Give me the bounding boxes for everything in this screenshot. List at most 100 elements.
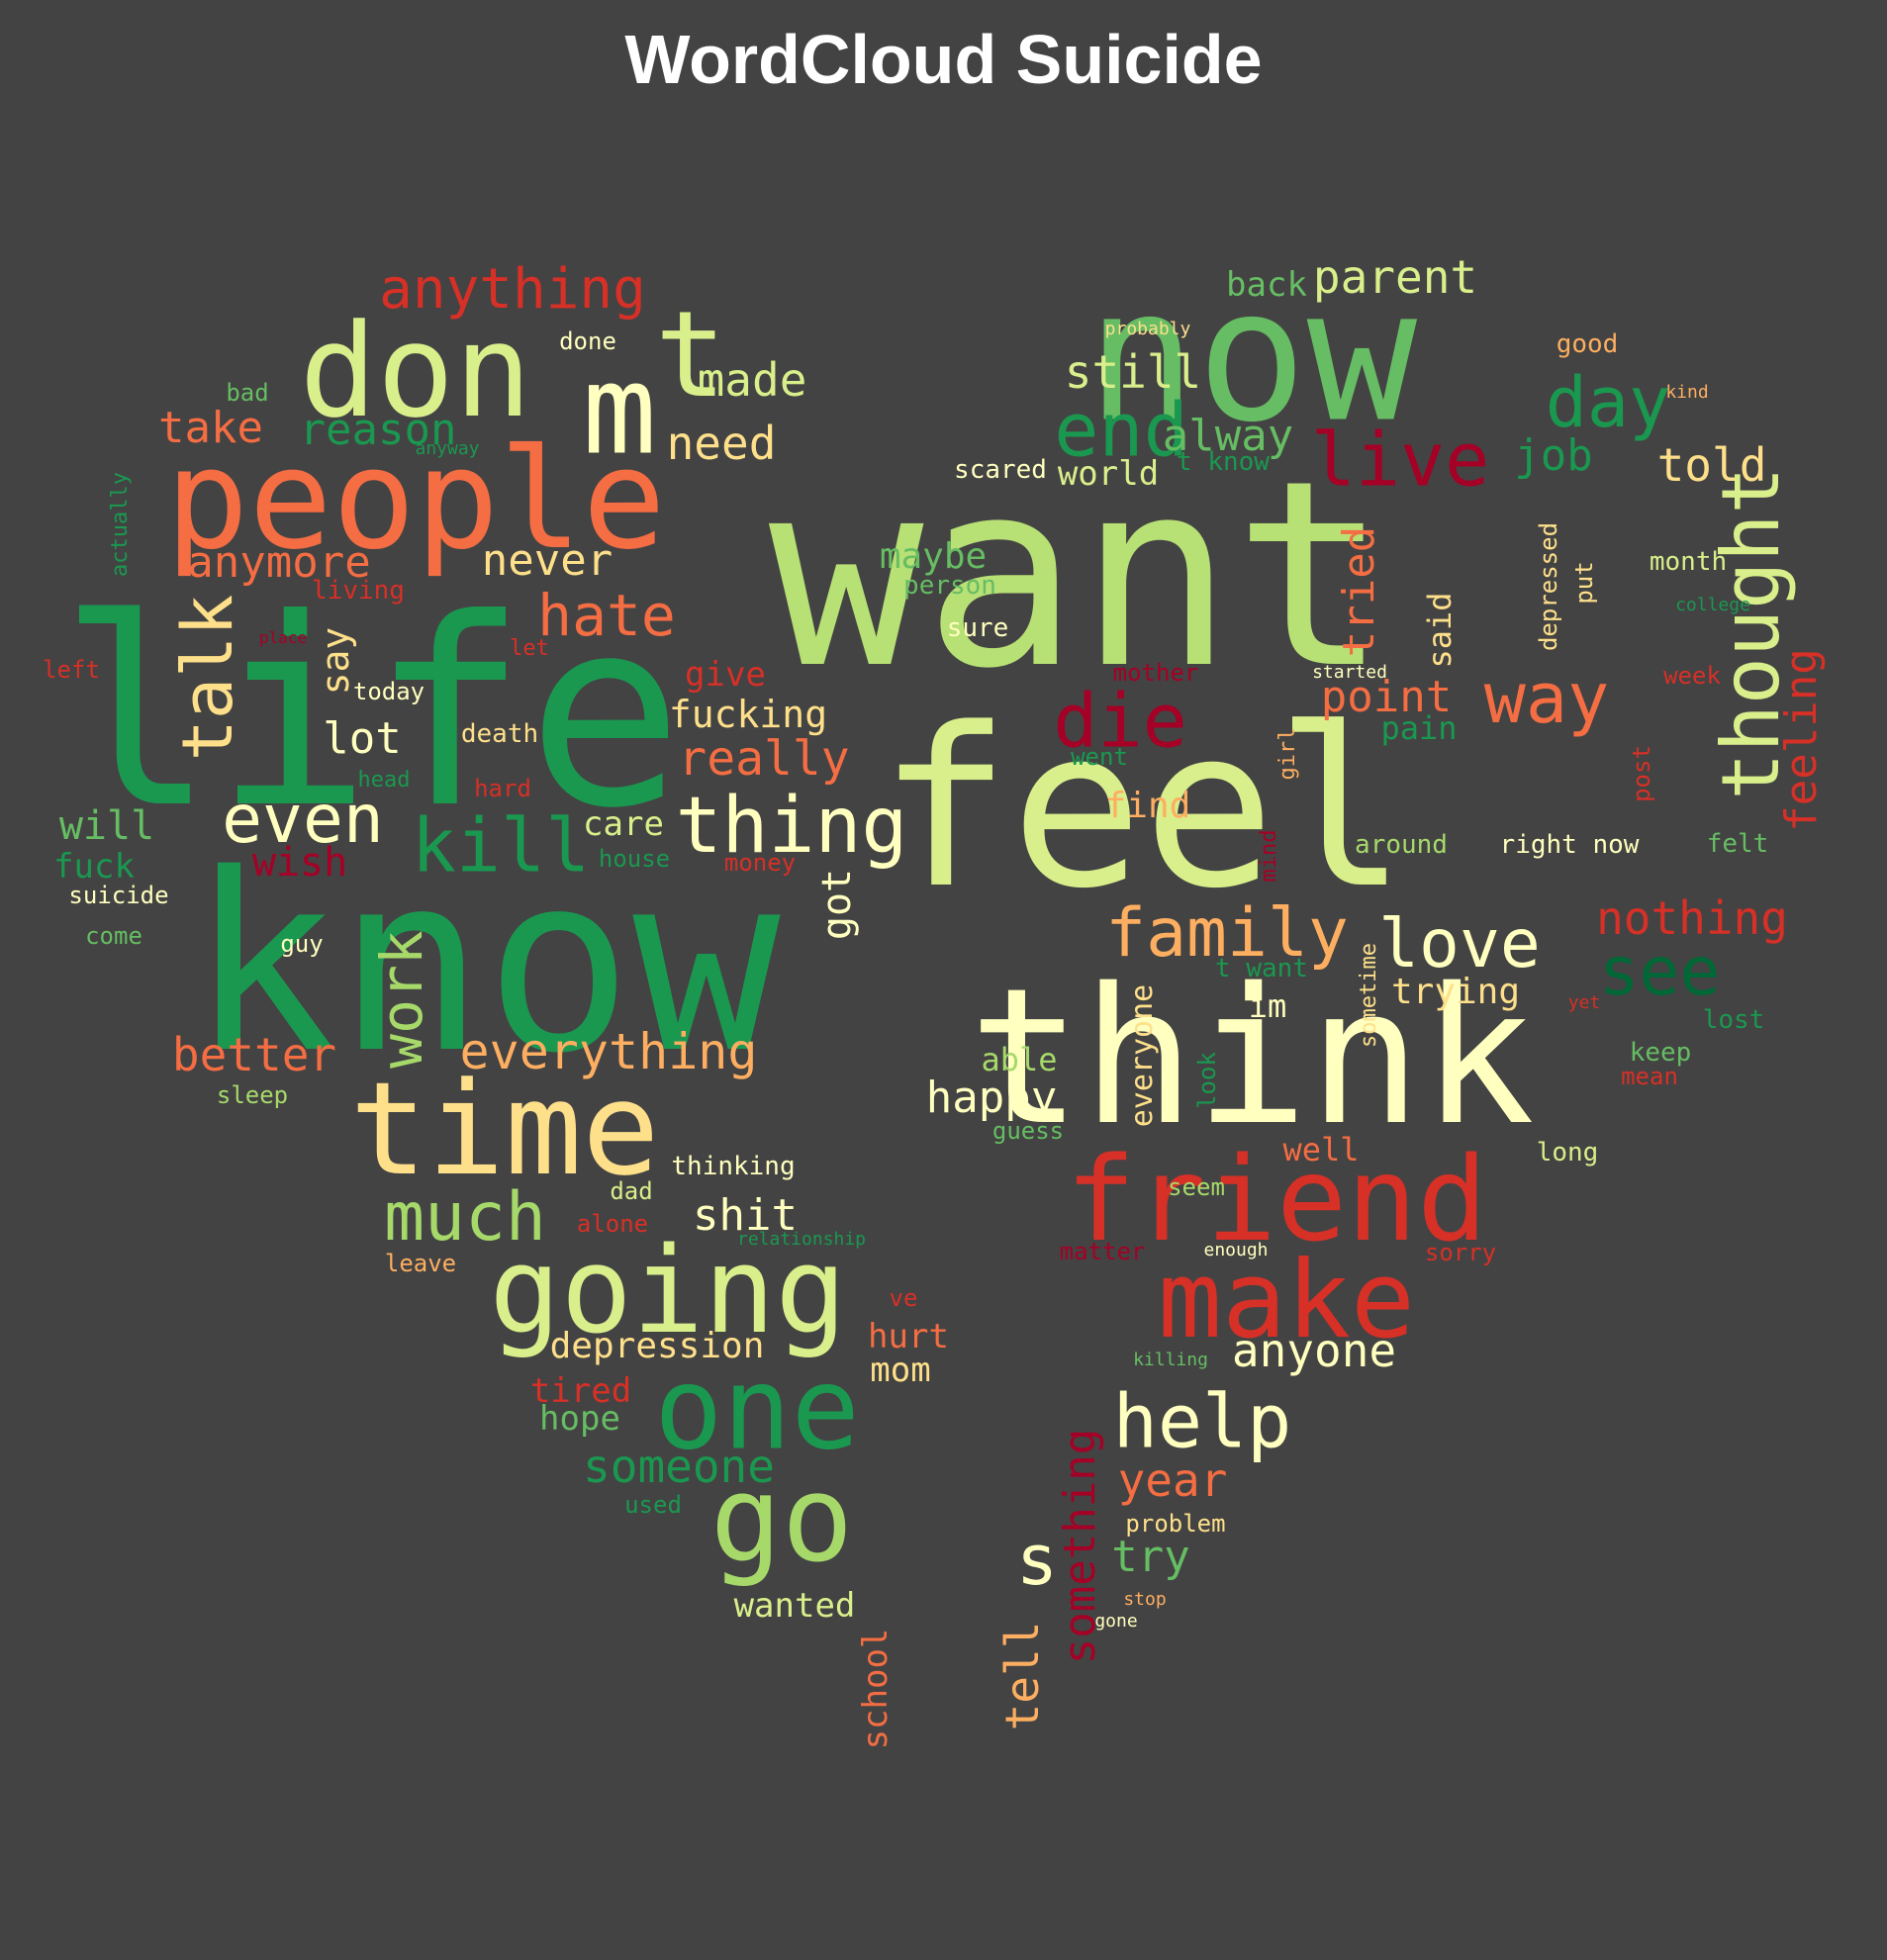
word-around: around — [1355, 830, 1448, 860]
word-anyone: anyone — [1231, 1324, 1397, 1377]
word-hard: hard — [474, 775, 531, 802]
word-don: don — [299, 296, 532, 446]
word-give: give — [685, 655, 766, 695]
word-suicide: suicide — [68, 882, 169, 909]
word-mind: mind — [1257, 829, 1281, 883]
word-let: let — [510, 636, 549, 661]
word-guess: guess — [991, 1117, 1065, 1145]
word-reason: reason — [299, 405, 457, 455]
word-enough: enough — [1203, 1240, 1269, 1260]
word-find: find — [1104, 786, 1191, 826]
word-come: come — [85, 922, 142, 950]
word-nothing: nothing — [1596, 891, 1788, 945]
word-thinking: thinking — [671, 1152, 796, 1181]
word-alway: alway — [1162, 411, 1294, 461]
word-care: care — [583, 804, 664, 844]
word-feeling: feeling — [1776, 648, 1827, 832]
word-help: help — [1112, 1377, 1292, 1465]
word-relationship: relationship — [736, 1229, 867, 1250]
word-dad: dad — [610, 1177, 653, 1205]
word-hate: hate — [537, 582, 676, 649]
word-will: will — [58, 803, 155, 849]
word-living: living — [312, 576, 405, 606]
word-trying: trying — [1390, 972, 1521, 1012]
word-used: used — [624, 1491, 682, 1519]
word-able: able — [981, 1041, 1058, 1078]
word-fuck: fuck — [53, 847, 135, 887]
word-go: go — [709, 1451, 854, 1589]
word-put: put — [1570, 561, 1598, 605]
word-sure: sure — [946, 613, 1009, 643]
word-make: make — [1157, 1239, 1416, 1362]
word-everything: everything — [459, 1023, 758, 1080]
word-work: work — [368, 930, 435, 1069]
word-depression: depression — [549, 1326, 765, 1366]
word-started: started — [1312, 662, 1387, 683]
word-yet: yet — [1567, 992, 1601, 1013]
word-kind: kind — [1665, 382, 1709, 403]
word-mean: mean — [1621, 1063, 1678, 1090]
word-take: take — [158, 403, 263, 453]
word-feel: feel — [878, 682, 1408, 937]
word-felt: felt — [1706, 829, 1769, 859]
word-anything: anything — [379, 257, 646, 322]
word-week: week — [1663, 662, 1721, 690]
word-wish: wish — [251, 840, 348, 886]
word-money: money — [723, 849, 797, 877]
word-need: need — [666, 417, 777, 470]
word-probably: probably — [1104, 319, 1191, 339]
word-tell: tell — [995, 1621, 1049, 1731]
word-better: better — [171, 1028, 337, 1081]
word-tried: tried — [1334, 525, 1384, 658]
word-post: post — [1628, 745, 1655, 802]
word-got: got — [814, 868, 860, 941]
word-keep: keep — [1629, 1038, 1692, 1068]
word-t: t — [654, 287, 727, 424]
word-still: still — [1064, 345, 1202, 399]
word-even: even — [222, 781, 384, 859]
word-anymore: anymore — [187, 537, 371, 588]
word-seem: seem — [1168, 1173, 1225, 1201]
word-actually: actually — [108, 472, 133, 577]
word-t-know: t know — [1177, 447, 1270, 477]
word-gone: gone — [1094, 1611, 1138, 1632]
word-alone: alone — [576, 1210, 649, 1238]
word-leave: leave — [384, 1250, 457, 1277]
word-look: look — [1193, 1052, 1221, 1109]
word-know: know — [189, 822, 781, 1107]
word-place: place — [258, 628, 308, 647]
word-hurt: hurt — [868, 1317, 949, 1356]
word-think: think — [969, 948, 1535, 1167]
word-end: end — [1054, 386, 1188, 474]
word-hope: hope — [539, 1399, 620, 1439]
word-day: day — [1545, 362, 1671, 443]
word-now: now — [1085, 248, 1418, 463]
word-die: die — [1053, 677, 1187, 765]
word-want: want — [768, 426, 1389, 725]
word-say: say — [314, 626, 357, 696]
word-maybe: maybe — [879, 536, 988, 577]
word-person: person — [903, 571, 996, 601]
word-scared: scared — [954, 455, 1047, 485]
word-talk: talk — [167, 594, 248, 762]
word-never: never — [481, 535, 613, 586]
word-back: back — [1226, 265, 1307, 305]
word-year: year — [1117, 1453, 1228, 1507]
word-point: point — [1320, 672, 1453, 722]
word-friend: friend — [1065, 1131, 1488, 1267]
word-done: done — [559, 327, 616, 355]
word-anyway: anyway — [415, 438, 480, 459]
word-house: house — [598, 845, 671, 873]
word-said: said — [1421, 592, 1459, 669]
word-live: live — [1310, 416, 1490, 504]
word-t-want: t want — [1215, 954, 1308, 983]
word-job: job — [1514, 430, 1593, 481]
word-everyone: everyone — [1125, 983, 1160, 1128]
word-way: way — [1483, 658, 1610, 739]
word-parent: parent — [1312, 250, 1478, 304]
word-much: much — [384, 1178, 546, 1257]
word-s: s — [1015, 1520, 1059, 1601]
word-thing: thing — [675, 782, 908, 871]
word-kill: kill — [411, 801, 591, 889]
